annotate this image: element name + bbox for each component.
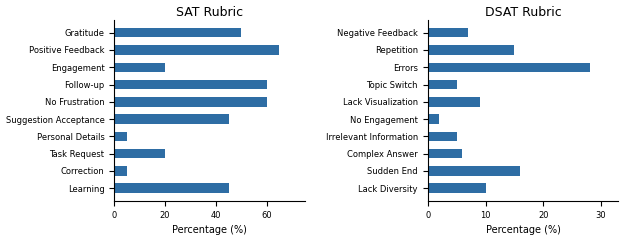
Bar bbox=[114, 114, 228, 124]
Bar bbox=[114, 183, 228, 193]
Bar bbox=[114, 132, 127, 141]
Bar bbox=[114, 45, 280, 55]
Bar bbox=[427, 149, 462, 158]
X-axis label: Percentage (%): Percentage (%) bbox=[485, 225, 560, 235]
Bar bbox=[427, 28, 468, 37]
Bar bbox=[427, 183, 485, 193]
X-axis label: Percentage (%): Percentage (%) bbox=[172, 225, 247, 235]
Bar bbox=[427, 166, 520, 176]
Title: DSAT Rubric: DSAT Rubric bbox=[485, 6, 562, 19]
Bar bbox=[427, 45, 514, 55]
Bar bbox=[427, 80, 457, 89]
Bar bbox=[114, 149, 165, 158]
Bar bbox=[114, 166, 127, 176]
Bar bbox=[427, 132, 457, 141]
Bar bbox=[114, 28, 241, 37]
Bar bbox=[427, 62, 590, 72]
Title: SAT Rubric: SAT Rubric bbox=[176, 6, 243, 19]
Bar bbox=[427, 97, 480, 107]
Bar bbox=[114, 80, 266, 89]
Bar bbox=[114, 97, 266, 107]
Bar bbox=[427, 114, 439, 124]
Bar bbox=[114, 62, 165, 72]
